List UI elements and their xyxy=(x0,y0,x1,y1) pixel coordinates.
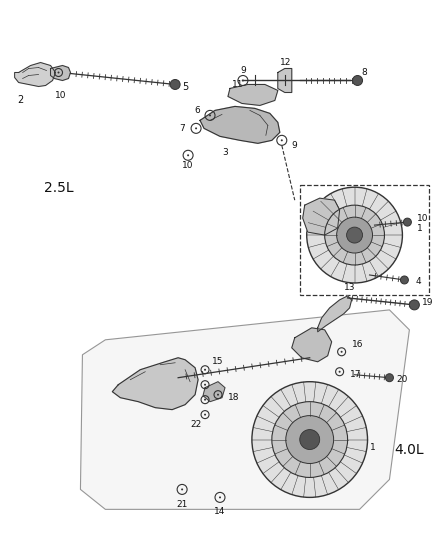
Polygon shape xyxy=(278,69,292,92)
Circle shape xyxy=(204,384,206,386)
Text: 2.5L: 2.5L xyxy=(44,181,73,195)
Text: 8: 8 xyxy=(362,68,367,77)
Text: 22: 22 xyxy=(191,420,201,429)
Polygon shape xyxy=(112,358,198,410)
Circle shape xyxy=(346,227,363,243)
Circle shape xyxy=(410,300,419,310)
Circle shape xyxy=(385,374,393,382)
Text: 13: 13 xyxy=(344,284,355,293)
Circle shape xyxy=(204,369,206,371)
Circle shape xyxy=(307,187,403,283)
Polygon shape xyxy=(14,62,56,86)
Text: 6: 6 xyxy=(194,106,200,115)
Text: 18: 18 xyxy=(228,393,240,402)
Circle shape xyxy=(170,79,180,90)
Circle shape xyxy=(217,394,219,395)
Polygon shape xyxy=(50,66,71,80)
Circle shape xyxy=(325,205,385,265)
Polygon shape xyxy=(303,198,339,235)
Text: 14: 14 xyxy=(214,507,226,516)
Text: 5: 5 xyxy=(182,83,188,92)
Polygon shape xyxy=(292,328,332,362)
Polygon shape xyxy=(228,84,278,106)
Text: 4: 4 xyxy=(415,278,421,286)
Text: 2: 2 xyxy=(18,95,24,106)
Text: 1: 1 xyxy=(370,443,375,452)
Polygon shape xyxy=(318,296,352,332)
Circle shape xyxy=(281,139,283,141)
Text: 9: 9 xyxy=(240,66,246,75)
Text: 19: 19 xyxy=(422,298,434,308)
Circle shape xyxy=(219,496,221,498)
Polygon shape xyxy=(203,382,225,402)
Text: 21: 21 xyxy=(177,500,188,509)
Circle shape xyxy=(252,382,367,497)
Text: 3: 3 xyxy=(222,148,228,157)
Circle shape xyxy=(272,402,348,478)
Circle shape xyxy=(195,127,197,130)
Circle shape xyxy=(353,76,363,85)
Text: 17: 17 xyxy=(350,370,361,379)
Text: 10: 10 xyxy=(55,91,66,100)
Circle shape xyxy=(181,488,183,490)
Circle shape xyxy=(187,154,189,156)
Circle shape xyxy=(300,430,320,449)
Circle shape xyxy=(57,71,60,74)
Text: 9: 9 xyxy=(292,141,297,150)
Circle shape xyxy=(400,276,408,284)
Polygon shape xyxy=(81,310,410,510)
Circle shape xyxy=(341,351,343,353)
Text: 16: 16 xyxy=(352,340,363,349)
Circle shape xyxy=(286,416,334,464)
Text: 11: 11 xyxy=(232,80,244,89)
Text: 15: 15 xyxy=(212,357,224,366)
Circle shape xyxy=(204,414,206,416)
Text: 10: 10 xyxy=(417,214,429,223)
Text: 7: 7 xyxy=(179,124,185,133)
Text: 4.0L: 4.0L xyxy=(395,442,424,457)
Text: 12: 12 xyxy=(280,58,291,67)
Text: 10: 10 xyxy=(182,161,194,170)
Polygon shape xyxy=(200,107,280,143)
Circle shape xyxy=(204,399,206,401)
Text: 20: 20 xyxy=(396,375,408,384)
Circle shape xyxy=(339,371,341,373)
Circle shape xyxy=(242,79,244,82)
Circle shape xyxy=(209,115,211,116)
Text: 1: 1 xyxy=(417,224,423,232)
Circle shape xyxy=(403,218,411,226)
Circle shape xyxy=(337,217,372,253)
Bar xyxy=(300,185,429,295)
